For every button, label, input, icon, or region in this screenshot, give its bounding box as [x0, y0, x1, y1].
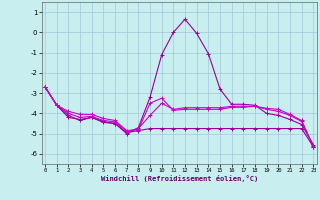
X-axis label: Windchill (Refroidissement éolien,°C): Windchill (Refroidissement éolien,°C): [100, 175, 258, 182]
